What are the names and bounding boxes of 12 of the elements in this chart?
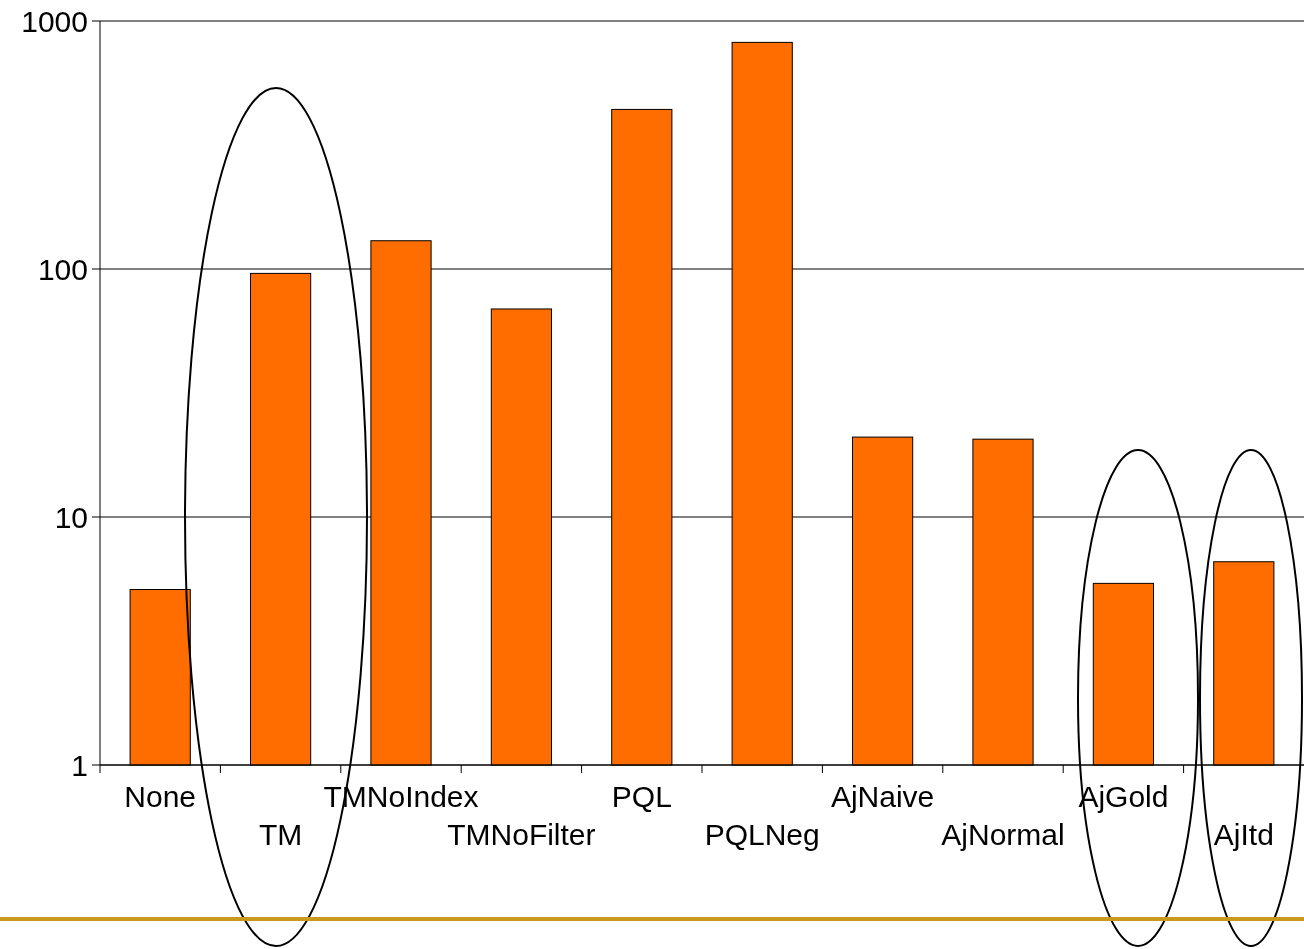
x-tick-label: None: [124, 780, 197, 813]
x-tick-label: AjItd: [1213, 818, 1274, 851]
x-tick-label: PQLNeg: [704, 818, 820, 851]
x-tick-label: AjNaive: [830, 780, 935, 813]
y-tick-label: 10: [54, 500, 88, 534]
y-tick-label: 100: [37, 252, 88, 286]
x-tick-label: PQL: [611, 780, 672, 813]
x-tick-label: TM: [258, 818, 303, 851]
y-tick-label: 1: [71, 748, 88, 782]
x-tick-label: TMNoFilter: [447, 818, 596, 851]
x-tick-label: AjNormal: [941, 818, 1065, 851]
y-tick-label: 1000: [21, 4, 88, 38]
